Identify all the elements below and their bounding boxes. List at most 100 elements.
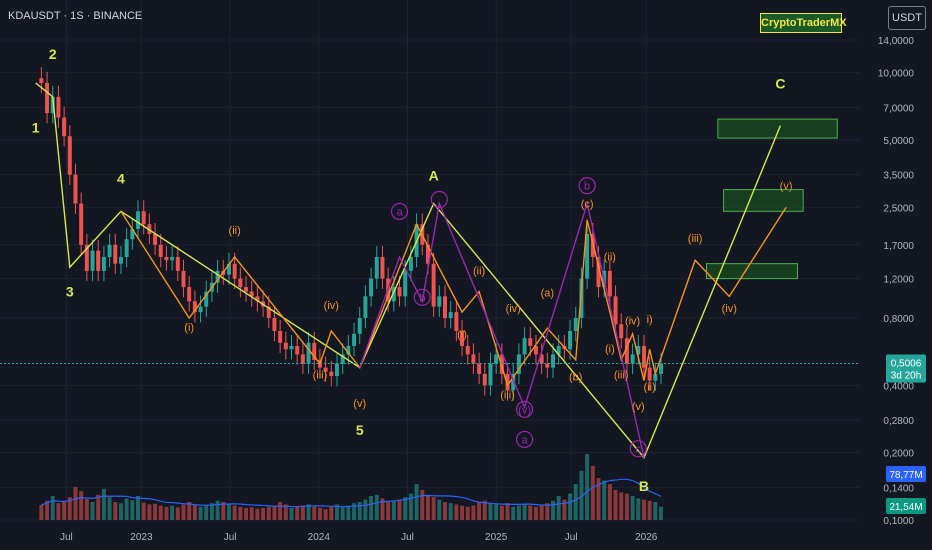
candle xyxy=(653,373,658,381)
target-zone xyxy=(723,189,804,212)
candle xyxy=(238,278,243,288)
volume-bar xyxy=(630,496,635,520)
wave-label: 5 xyxy=(356,422,364,438)
volume-bar xyxy=(204,505,209,520)
candle xyxy=(539,354,544,364)
volume-bar xyxy=(619,492,624,520)
candle xyxy=(118,256,123,264)
wave-label-circle xyxy=(430,190,448,209)
candle xyxy=(391,287,396,302)
volume-bar xyxy=(107,497,112,520)
candle xyxy=(329,371,334,377)
volume-bar xyxy=(624,493,629,520)
candle xyxy=(431,263,436,307)
volume-bar xyxy=(533,506,538,520)
candle xyxy=(113,244,118,264)
wave-label-circle xyxy=(515,400,534,418)
volume-bar xyxy=(278,502,283,520)
candle xyxy=(471,354,476,364)
volume-bar xyxy=(471,505,476,520)
wave-lines xyxy=(0,82,860,459)
volume-value-tag xyxy=(886,498,926,514)
wave-label: (iv) xyxy=(625,315,640,327)
candle xyxy=(522,338,527,355)
volume-bar xyxy=(56,503,61,520)
candle xyxy=(181,270,186,288)
candle xyxy=(266,306,271,319)
x-tick-label: Jul xyxy=(565,532,578,543)
volume-bar xyxy=(39,505,44,520)
volume-bar xyxy=(249,507,254,520)
candle xyxy=(141,211,146,225)
candle xyxy=(573,318,578,331)
candle xyxy=(448,312,453,319)
volume-bar xyxy=(499,505,504,520)
currency-button[interactable]: USDT xyxy=(888,6,926,30)
wave-label: 1 xyxy=(32,120,40,136)
volume-bar xyxy=(528,505,533,520)
volume-bar xyxy=(647,500,652,520)
x-tick-label: 2023 xyxy=(130,532,153,543)
wave-label: (v) xyxy=(353,398,366,410)
candle xyxy=(187,287,192,302)
volume-bar xyxy=(323,509,328,520)
volume-bar xyxy=(329,506,334,520)
volume-bar xyxy=(130,500,135,520)
volume-bar xyxy=(505,503,510,520)
candle xyxy=(289,345,294,350)
volume-bar xyxy=(607,484,612,520)
candle xyxy=(403,270,408,297)
current-price-countdown: 3d 20h xyxy=(891,371,922,382)
volume-bar xyxy=(477,502,482,520)
wave-label: B xyxy=(639,478,649,494)
wave-label: (iv) xyxy=(722,303,737,315)
wave-label-circle xyxy=(390,202,409,221)
wave-label: c xyxy=(636,444,642,456)
volume-bar xyxy=(238,506,243,520)
candle xyxy=(45,82,50,114)
volume-bar xyxy=(551,500,556,520)
volume-bar xyxy=(118,503,123,520)
wave-label: (i) xyxy=(457,329,467,341)
candle xyxy=(101,256,106,271)
y-tick-label: 2,5000 xyxy=(883,203,914,214)
price-axis: 14,0000 10,0000 7,0000 5,0000 3,5000 2,5000 1,… xyxy=(878,36,926,527)
y-tick-label: 5,0000 xyxy=(883,136,914,147)
candle xyxy=(437,296,442,307)
candle xyxy=(425,244,430,264)
candle xyxy=(647,367,652,381)
wave-label: (c) xyxy=(581,198,594,210)
candle xyxy=(67,136,72,175)
volume-bar xyxy=(175,507,180,520)
candle xyxy=(306,342,311,364)
target-zones xyxy=(706,118,838,280)
volume-bar xyxy=(511,506,516,520)
volume-bar xyxy=(585,454,590,520)
volume-bar xyxy=(124,498,129,520)
candle xyxy=(50,96,55,114)
candle xyxy=(175,256,180,271)
candle xyxy=(551,354,556,368)
wave-label-circle xyxy=(515,430,534,449)
volume-bar xyxy=(84,499,89,520)
wave-label-circle xyxy=(413,288,431,306)
volume-bar xyxy=(613,490,618,520)
volume-bar xyxy=(50,496,55,520)
candle xyxy=(443,296,447,319)
x-tick-label: 2024 xyxy=(308,532,331,543)
candle xyxy=(249,291,254,297)
volume-bar xyxy=(408,493,413,520)
candle xyxy=(454,312,459,331)
volume-bar xyxy=(431,497,436,520)
volume-bar xyxy=(482,500,487,520)
y-tick-label: 3,5000 xyxy=(883,171,914,182)
candle xyxy=(283,342,288,350)
volume-bar xyxy=(403,497,408,520)
candle xyxy=(533,345,538,355)
volume-bar xyxy=(312,506,317,520)
y-tick-label: 0,1000 xyxy=(883,516,914,527)
wave-label: (ii) xyxy=(644,381,656,393)
candle xyxy=(164,256,169,261)
candle xyxy=(334,363,339,377)
